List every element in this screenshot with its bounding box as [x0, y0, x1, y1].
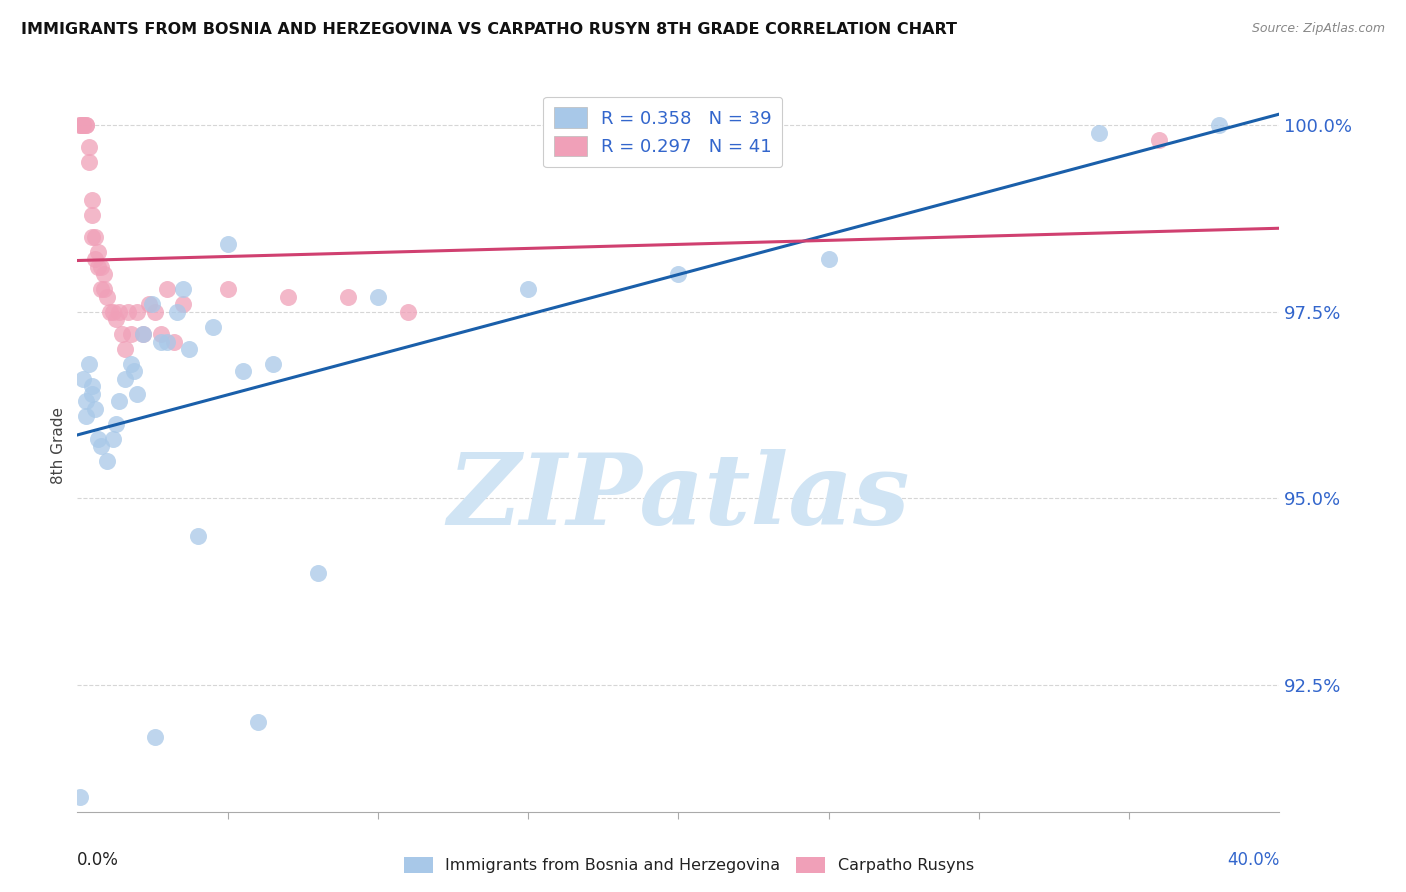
Point — [367, 290, 389, 304]
Point — [120, 357, 142, 371]
Point — [108, 394, 131, 409]
Point — [82, 230, 104, 244]
Point — [84, 230, 107, 244]
Point — [1149, 133, 1171, 147]
Point — [217, 237, 239, 252]
Point — [72, 372, 94, 386]
Point — [69, 118, 91, 132]
Point — [75, 118, 97, 132]
Point — [1208, 118, 1230, 132]
Legend: R = 0.358   N = 39, R = 0.297   N = 41: R = 0.358 N = 39, R = 0.297 N = 41 — [543, 96, 782, 167]
Point — [100, 304, 122, 318]
Point — [90, 439, 112, 453]
Point — [141, 297, 163, 311]
Point — [307, 566, 329, 580]
Point — [87, 432, 110, 446]
Point — [517, 282, 540, 296]
Point — [96, 454, 118, 468]
Point — [90, 260, 112, 274]
Point — [177, 342, 200, 356]
Point — [108, 304, 131, 318]
Point — [145, 730, 167, 744]
Point — [72, 118, 94, 132]
Point — [114, 372, 136, 386]
Point — [668, 268, 690, 282]
Point — [156, 282, 179, 296]
Point — [201, 319, 224, 334]
Point — [120, 326, 142, 341]
Point — [162, 334, 184, 349]
Point — [72, 118, 94, 132]
Point — [172, 282, 194, 296]
Point — [75, 409, 97, 424]
Text: Source: ZipAtlas.com: Source: ZipAtlas.com — [1251, 22, 1385, 36]
Y-axis label: 8th Grade: 8th Grade — [51, 408, 66, 484]
Point — [127, 304, 149, 318]
Point — [132, 326, 155, 341]
Point — [1088, 126, 1111, 140]
Point — [217, 282, 239, 296]
Point — [82, 208, 104, 222]
Point — [87, 260, 110, 274]
Legend: Immigrants from Bosnia and Herzegovina, Carpatho Rusyns: Immigrants from Bosnia and Herzegovina, … — [398, 850, 980, 880]
Point — [69, 118, 91, 132]
Point — [166, 304, 188, 318]
Point — [75, 394, 97, 409]
Point — [396, 304, 419, 318]
Point — [132, 326, 155, 341]
Point — [87, 244, 110, 259]
Point — [84, 401, 107, 416]
Point — [82, 193, 104, 207]
Point — [84, 252, 107, 267]
Point — [96, 290, 118, 304]
Point — [246, 715, 269, 730]
Point — [114, 342, 136, 356]
Point — [75, 118, 97, 132]
Point — [90, 282, 112, 296]
Point — [186, 528, 209, 542]
Point — [232, 364, 254, 378]
Point — [79, 140, 101, 154]
Point — [145, 304, 167, 318]
Point — [336, 290, 359, 304]
Point — [277, 290, 299, 304]
Text: IMMIGRANTS FROM BOSNIA AND HERZEGOVINA VS CARPATHO RUSYN 8TH GRADE CORRELATION C: IMMIGRANTS FROM BOSNIA AND HERZEGOVINA V… — [21, 22, 957, 37]
Point — [817, 252, 839, 267]
Point — [82, 386, 104, 401]
Point — [69, 789, 91, 804]
Text: ZIPatlas: ZIPatlas — [447, 449, 910, 545]
Point — [124, 364, 146, 378]
Point — [103, 304, 125, 318]
Text: 40.0%: 40.0% — [1227, 851, 1279, 869]
Point — [117, 304, 139, 318]
Point — [79, 357, 101, 371]
Point — [93, 282, 115, 296]
Text: 0.0%: 0.0% — [77, 851, 120, 869]
Point — [105, 417, 128, 431]
Point — [150, 326, 173, 341]
Point — [156, 334, 179, 349]
Point — [93, 268, 115, 282]
Point — [103, 432, 125, 446]
Point — [79, 155, 101, 169]
Point — [111, 326, 134, 341]
Point — [105, 312, 128, 326]
Point — [172, 297, 194, 311]
Point — [82, 379, 104, 393]
Point — [138, 297, 160, 311]
Point — [150, 334, 173, 349]
Point — [127, 386, 149, 401]
Point — [262, 357, 284, 371]
